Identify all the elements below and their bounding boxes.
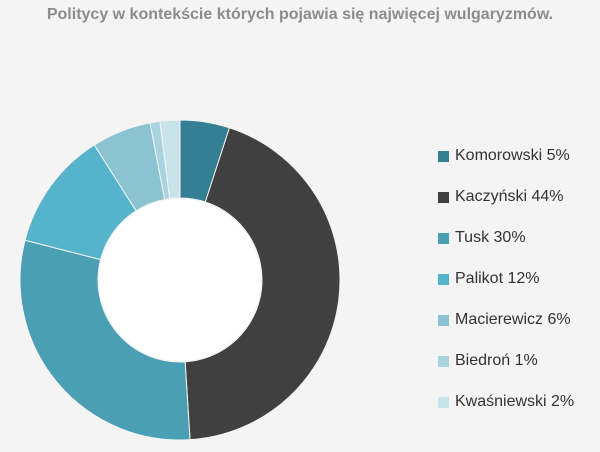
legend-swatch <box>438 273 449 285</box>
legend-label: Komorowski 5% <box>455 147 570 164</box>
legend-label: Macierewicz 6% <box>455 311 571 328</box>
legend-item: Tusk 30% <box>438 226 574 250</box>
legend-label: Biedroń 1% <box>455 352 538 369</box>
pie-slice-1 <box>184 127 341 441</box>
legend-swatch <box>438 396 449 408</box>
chart-legend: Komorowski 5% Kaczyński 44% Tusk 30% Paliko… <box>438 144 574 431</box>
legend-label: Palikot 12% <box>455 270 540 287</box>
legend-item: Macierewicz 6% <box>438 308 574 332</box>
legend-item: Komorowski 5% <box>438 144 574 168</box>
legend-item: Biedroń 1% <box>438 349 574 373</box>
donut-hole <box>99 199 261 361</box>
legend-swatch <box>438 355 449 367</box>
legend-item: Kaczyński 44% <box>438 185 574 209</box>
legend-item: Palikot 12% <box>438 267 574 291</box>
legend-swatch <box>438 191 449 203</box>
legend-swatch <box>438 314 449 326</box>
legend-label: Tusk 30% <box>455 229 526 246</box>
pie-slice-6 <box>159 119 181 200</box>
chart-title: Politycy w kontekście których pojawia si… <box>46 6 554 23</box>
legend-label: Kaczyński 44% <box>455 188 564 205</box>
legend-label: Kwaśniewski 2% <box>455 393 575 410</box>
pie-slice-2 <box>19 239 191 441</box>
legend-swatch <box>438 232 449 244</box>
legend-item: Kwaśniewski 2% <box>438 390 574 414</box>
legend-swatch <box>438 150 449 162</box>
